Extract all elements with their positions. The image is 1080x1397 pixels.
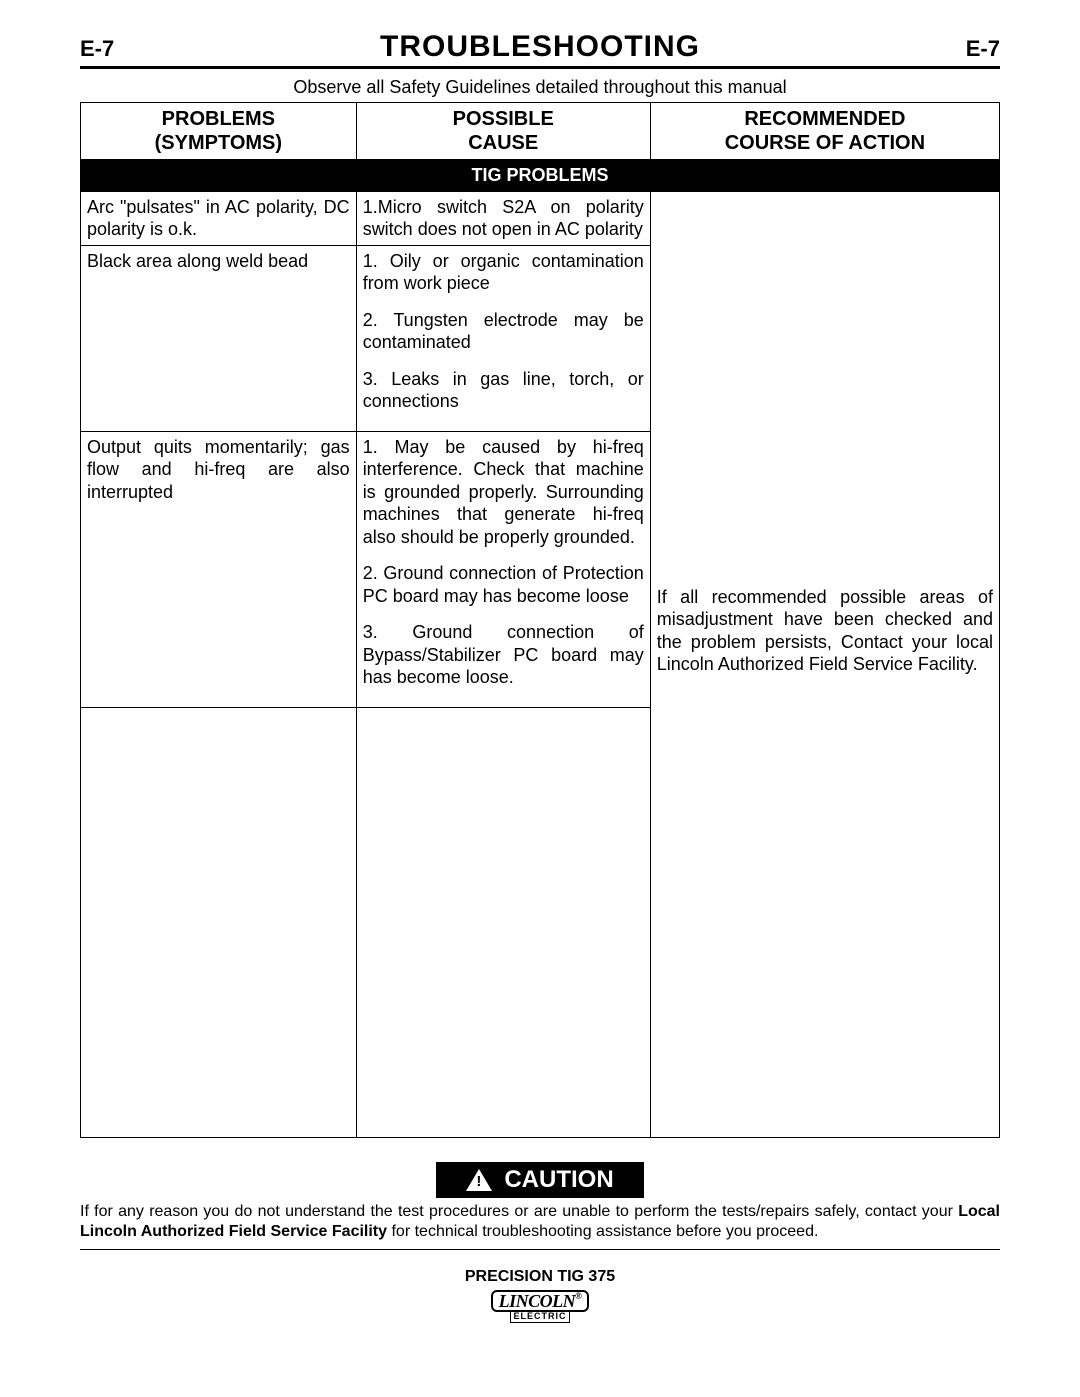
brand-logo: LINCOLN® ELECTRIC bbox=[80, 1290, 1000, 1324]
caution-inner: CAUTION bbox=[436, 1162, 643, 1198]
logo-bottom: ELECTRIC bbox=[510, 1311, 570, 1323]
registered-icon: ® bbox=[575, 1291, 581, 1301]
table-row: Arc "pulsates" in AC polarity, DC polari… bbox=[81, 191, 1000, 245]
troubleshooting-table: PROBLEMS (SYMPTOMS) POSSIBLE CAUSE RECOM… bbox=[80, 102, 1000, 1138]
page-header: E-7 TROUBLESHOOTING E-7 bbox=[80, 30, 1000, 69]
empty-cell bbox=[356, 707, 650, 1137]
page-code-right: E-7 bbox=[966, 36, 1000, 62]
warning-icon bbox=[466, 1169, 492, 1191]
cause-item: 3. Leaks in gas line, torch, or connecti… bbox=[363, 368, 644, 413]
footer-post: for technical troubleshooting assistance… bbox=[387, 1223, 818, 1240]
page-code-left: E-7 bbox=[80, 36, 114, 62]
safety-note: Observe all Safety Guidelines detailed t… bbox=[80, 77, 1000, 98]
cause-item: 1.Micro switch S2A on polarity switch do… bbox=[363, 196, 644, 241]
cause-cell: 1. May be caused by hi-freq interference… bbox=[356, 431, 650, 707]
col1-line2: (SYMPTOMS) bbox=[155, 132, 282, 154]
footer-note: If for any reason you do not understand … bbox=[80, 1202, 1000, 1251]
cause-cell: 1. Oily or organic contamination from wo… bbox=[356, 245, 650, 431]
caution-label: CAUTION bbox=[504, 1166, 613, 1194]
page-title: TROUBLESHOOTING bbox=[380, 30, 700, 64]
col-header-cause: POSSIBLE CAUSE bbox=[356, 103, 650, 160]
logo-top: LINCOLN® bbox=[491, 1290, 590, 1312]
footer-pre: If for any reason you do not understand … bbox=[80, 1203, 958, 1220]
col-header-action: RECOMMENDED COURSE OF ACTION bbox=[650, 103, 999, 160]
col2-line2: CAUSE bbox=[468, 132, 538, 154]
problem-cell: Black area along weld bead bbox=[81, 245, 357, 431]
problem-cell: Output quits momentarily; gas flow and h… bbox=[81, 431, 357, 707]
section-row: TIG PROBLEMS bbox=[81, 160, 1000, 192]
cause-item: 1. May be caused by hi-freq interference… bbox=[363, 436, 644, 549]
col3-line1: RECOMMENDED bbox=[744, 108, 905, 130]
action-text: If all recommended possible areas of mis… bbox=[657, 587, 993, 675]
cause-item: 2. Tungsten electrode may be contaminate… bbox=[363, 309, 644, 354]
action-cell: If all recommended possible areas of mis… bbox=[650, 191, 999, 1137]
cause-cell: 1.Micro switch S2A on polarity switch do… bbox=[356, 191, 650, 245]
product-name: PRECISION TIG 375 bbox=[80, 1268, 1000, 1286]
col2-line1: POSSIBLE bbox=[453, 108, 554, 130]
caution-bar: CAUTION bbox=[80, 1162, 1000, 1198]
table-header-row: PROBLEMS (SYMPTOMS) POSSIBLE CAUSE RECOM… bbox=[81, 103, 1000, 160]
cause-item: 1. Oily or organic contamination from wo… bbox=[363, 250, 644, 295]
problem-cell: Arc "pulsates" in AC polarity, DC polari… bbox=[81, 191, 357, 245]
col-header-problems: PROBLEMS (SYMPTOMS) bbox=[81, 103, 357, 160]
logo-text: LINCOLN bbox=[499, 1291, 576, 1311]
empty-cell bbox=[81, 707, 357, 1137]
section-title: TIG PROBLEMS bbox=[81, 160, 1000, 192]
cause-item: 3. Ground connection of Bypass/Stabilize… bbox=[363, 621, 644, 689]
col3-line2: COURSE OF ACTION bbox=[725, 132, 925, 154]
logo-box: LINCOLN® ELECTRIC bbox=[491, 1290, 590, 1323]
cause-item: 2. Ground connection of Protection PC bo… bbox=[363, 562, 644, 607]
col1-line1: PROBLEMS bbox=[162, 108, 275, 130]
